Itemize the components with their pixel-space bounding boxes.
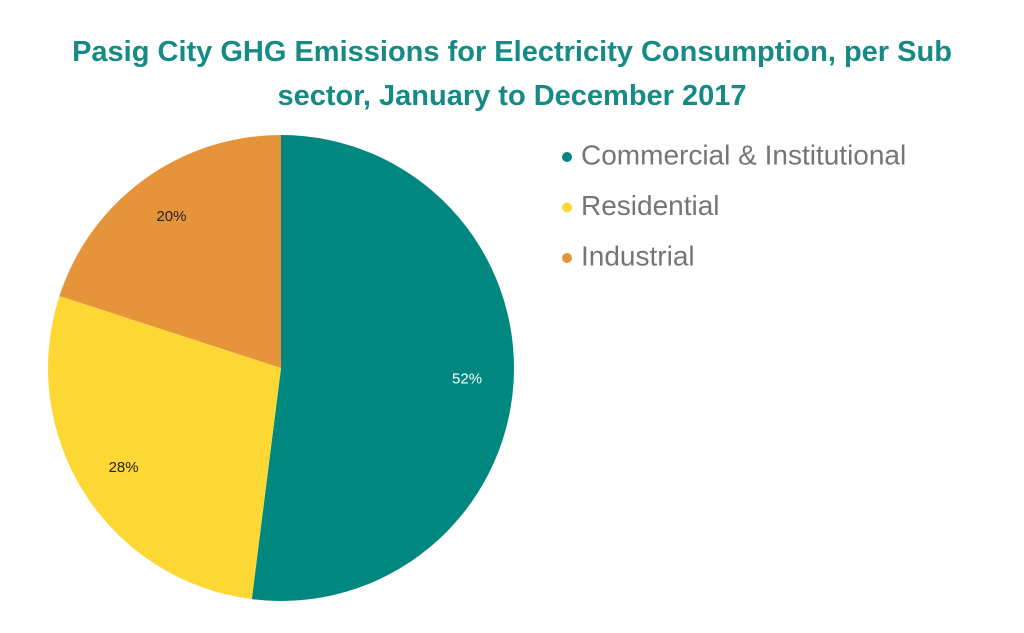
slice-label: 52% (452, 371, 482, 388)
legend-label: Commercial & Institutional (581, 139, 906, 170)
pie-slice (59, 135, 281, 368)
legend-marker (562, 253, 572, 263)
legend-marker (562, 152, 572, 162)
legend-label: Industrial (581, 240, 695, 271)
pie-slice (48, 295, 281, 600)
legend-label: Residential (581, 190, 720, 221)
pie-slice (251, 135, 514, 601)
chart-title: Pasig City GHG Emissions for Electricity… (72, 36, 952, 112)
legend-marker (562, 202, 572, 213)
slice-label: 28% (109, 459, 139, 476)
slice-label: 20% (156, 208, 186, 225)
